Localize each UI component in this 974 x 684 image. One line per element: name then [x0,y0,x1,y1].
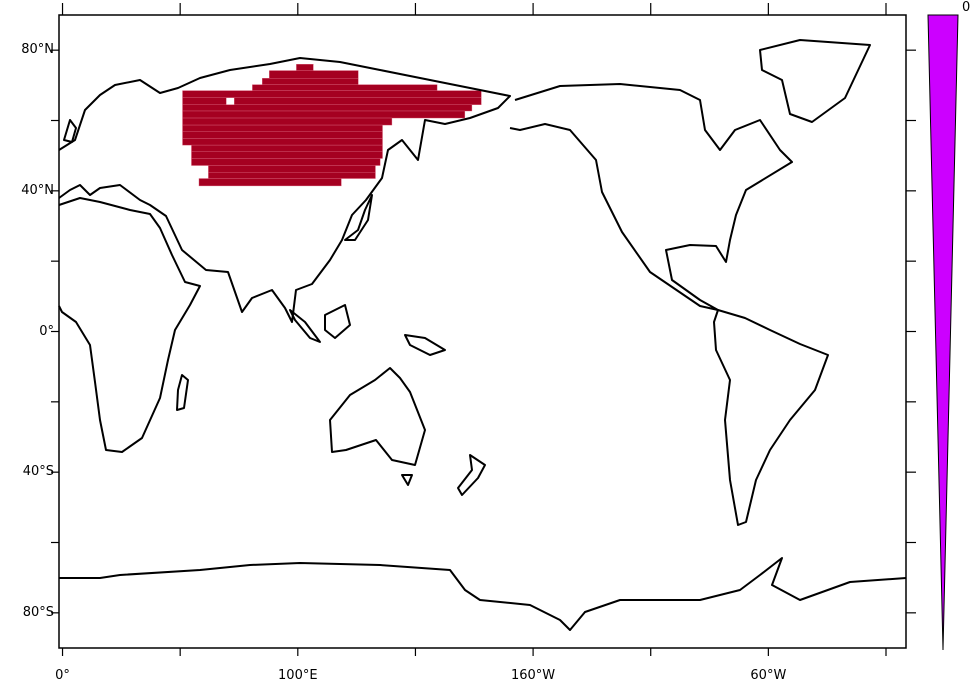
coast-antarctica [59,557,907,631]
colorbar-label: 0 [962,0,971,15]
mask-cell [252,84,438,91]
coast-tasmania [401,474,413,486]
coast-sumatra [289,309,321,343]
mask-cell [182,104,473,112]
mask-cell [191,144,383,152]
mask-cell [198,178,342,187]
coast-australia [329,367,426,466]
y-tick-label: 0° [39,323,54,339]
mask-cell [191,151,383,159]
y-tick-label: 80°S [22,604,54,620]
coast-uk [63,119,77,143]
mask-cell [182,131,383,139]
y-tick-label: 40°N [21,182,54,198]
mask-cell [234,97,482,105]
mask-cell [182,124,383,132]
coast-eurasia [58,57,511,323]
mask-cell [191,158,381,166]
mask-cell [182,117,393,126]
coast-north-america [509,83,793,311]
coastlines [58,39,907,631]
x-tick-label: 100°E [278,668,318,683]
y-tick-label: 80°N [21,42,54,58]
mask-cell [208,171,376,179]
coast-new-zealand [457,454,486,496]
x-tick-label: 60°W [750,668,787,683]
axis-ticks [51,3,916,656]
x-tick-label: 0° [55,668,70,683]
mask-cell [269,70,359,79]
y-tick-label: 40°S [22,464,54,480]
coast-borneo [324,304,351,339]
mask-cell [296,64,314,71]
x-tick-label: 160°W [510,668,556,683]
mask-cell [182,90,482,98]
mask-cell [182,138,383,146]
coast-south-america [713,309,829,526]
mask-cell [262,78,359,85]
coast-japan [344,194,373,241]
colorbar-triangle [927,14,959,651]
coast-madagascar [176,374,189,411]
coast-new-guinea [404,334,446,356]
mask-cell [182,97,227,105]
mask-cell [182,110,466,119]
mask-region [182,64,482,187]
coast-greenland [759,39,871,123]
mask-cell [208,165,376,173]
coast-africa [58,197,201,453]
